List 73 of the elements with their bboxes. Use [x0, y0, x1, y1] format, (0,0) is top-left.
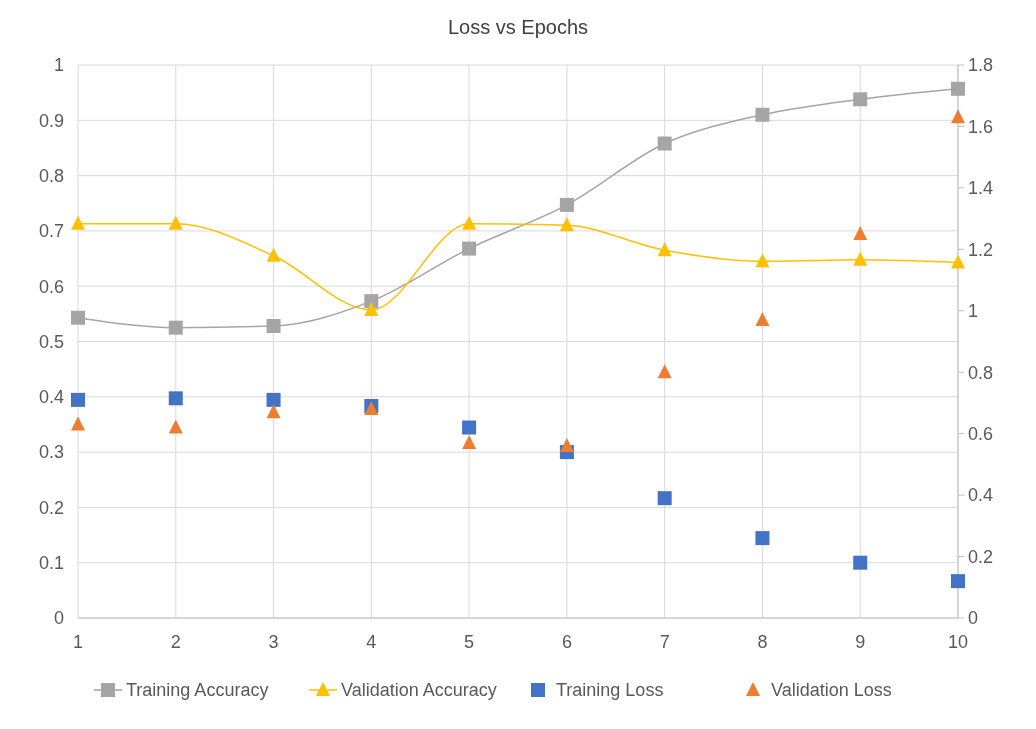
- point: [853, 225, 868, 240]
- x-tick-label: 8: [757, 632, 768, 652]
- point: [266, 319, 281, 334]
- point: [559, 437, 574, 452]
- point: [657, 242, 672, 257]
- point: [71, 215, 85, 230]
- point: [462, 241, 477, 256]
- point: [71, 392, 85, 407]
- x-tick-label: 7: [659, 632, 670, 652]
- x-tick-label: 9: [855, 632, 866, 652]
- point: [755, 531, 770, 546]
- y-tick-label: 1: [53, 55, 64, 76]
- chart-title: Loss vs Epochs: [447, 16, 589, 38]
- legend-label: Training Accuracy: [126, 680, 269, 701]
- point: [853, 555, 868, 570]
- point: [559, 217, 574, 232]
- point: [266, 392, 281, 407]
- point: [364, 294, 379, 309]
- point: [559, 197, 574, 212]
- y-tick-label: 0.3: [38, 442, 64, 463]
- point: [657, 491, 672, 506]
- y2-tick-label: 1.4: [968, 178, 994, 199]
- x-tick-label: 6: [561, 632, 572, 652]
- point: [462, 420, 477, 435]
- y-tick-label: 0.5: [38, 331, 64, 352]
- y2-tick-label: 1: [968, 301, 979, 322]
- legend-label: Validation Accuracy: [341, 680, 497, 701]
- point: [755, 107, 770, 122]
- y-tick-label: 0.9: [38, 110, 64, 131]
- x-tick-label: 10: [947, 632, 969, 652]
- point: [168, 419, 183, 434]
- point: [657, 136, 672, 151]
- y2-tick-label: 0: [968, 608, 979, 629]
- y2-tick-label: 0.6: [968, 423, 994, 444]
- point: [168, 320, 183, 335]
- y2-tick-label: 0.8: [968, 362, 994, 383]
- y-tick-label: 0.4: [38, 387, 64, 408]
- y2-tick-label: 1.2: [968, 239, 994, 260]
- point: [951, 254, 965, 269]
- x-tick-label: 1: [72, 632, 84, 652]
- point: [71, 416, 85, 431]
- y-tick-label: 0.6: [38, 276, 64, 297]
- x-tick-label: 5: [464, 632, 475, 652]
- point: [266, 404, 281, 419]
- point: [168, 391, 183, 406]
- x-tick-label: 3: [268, 632, 279, 652]
- y2-tick-label: 0.2: [968, 546, 994, 567]
- y-tick-label: 0: [53, 608, 64, 629]
- point: [951, 574, 965, 589]
- point: [657, 364, 672, 379]
- legend-label: Training Loss: [556, 680, 664, 701]
- point: [462, 434, 477, 449]
- point: [853, 92, 868, 107]
- point: [364, 301, 379, 316]
- y-tick-label: 0.1: [38, 553, 64, 573]
- point: [853, 251, 868, 266]
- y2-tick-label: 1.8: [968, 55, 994, 76]
- x-tick-label: 2: [170, 632, 181, 652]
- point: [266, 247, 281, 262]
- legend-label: Validation Loss: [771, 680, 892, 701]
- point: [71, 310, 85, 325]
- y2-tick-label: 1.6: [968, 116, 994, 137]
- point: [755, 253, 770, 268]
- y-tick-label: 0.2: [38, 497, 64, 518]
- y-tick-label: 0.8: [38, 165, 64, 186]
- point: [755, 311, 770, 326]
- y-tick-label: 0.7: [38, 221, 64, 242]
- point: [168, 215, 183, 230]
- y2-tick-label: 0.4: [968, 485, 994, 506]
- x-tick-label: 4: [366, 632, 377, 652]
- point: [462, 215, 477, 230]
- point: [951, 81, 965, 96]
- point: [951, 109, 965, 124]
